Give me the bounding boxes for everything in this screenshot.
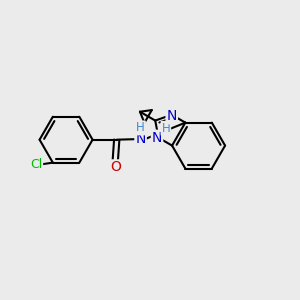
Text: N: N	[135, 132, 146, 146]
Text: H: H	[136, 122, 145, 134]
Text: O: O	[110, 160, 121, 174]
Text: N: N	[152, 131, 162, 145]
Text: N: N	[167, 109, 177, 123]
Text: Cl: Cl	[30, 158, 42, 171]
Text: H: H	[161, 122, 170, 135]
